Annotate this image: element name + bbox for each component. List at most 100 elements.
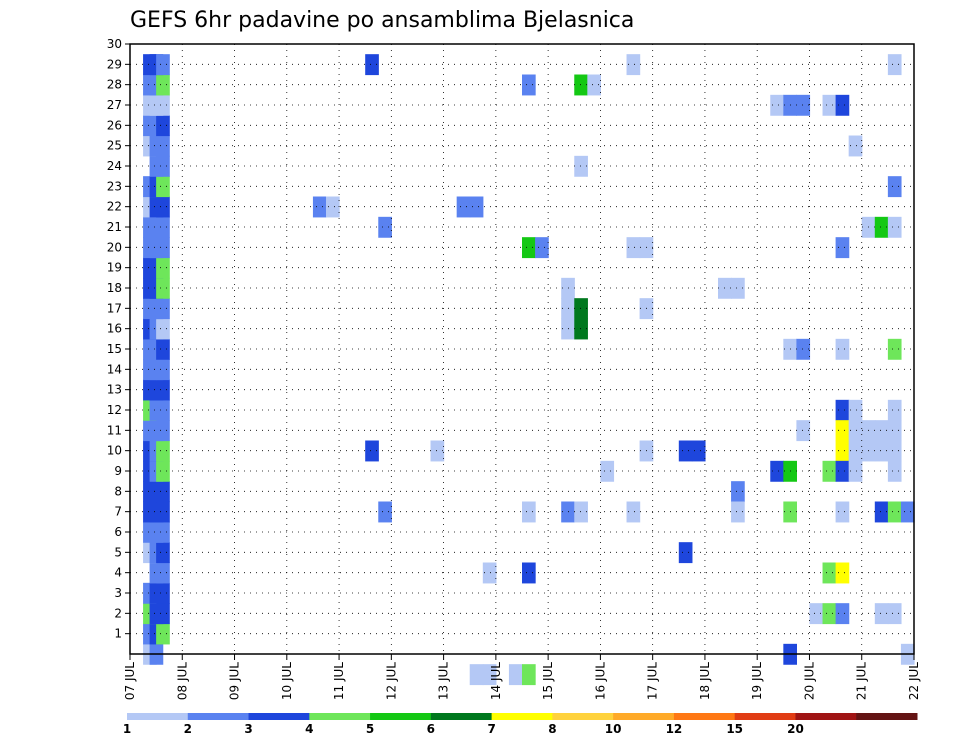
heatmap-cell bbox=[156, 196, 170, 218]
heatmap-cell bbox=[887, 420, 902, 442]
heatmap-cell bbox=[835, 338, 850, 360]
heatmap-cell bbox=[887, 440, 902, 462]
heatmap-cell bbox=[835, 603, 850, 625]
legend-swatch bbox=[734, 713, 796, 720]
legend-label: 12 bbox=[666, 722, 683, 736]
legend-swatch bbox=[491, 713, 553, 720]
legend-swatch bbox=[187, 713, 250, 720]
heatmap-cell bbox=[822, 603, 837, 625]
heatmap-cell bbox=[822, 562, 837, 584]
heatmap-cell bbox=[626, 237, 641, 259]
heatmap-cell bbox=[156, 135, 170, 157]
heatmap-cell bbox=[574, 74, 588, 96]
y-tick-label: 12 bbox=[107, 403, 122, 417]
heatmap-cell bbox=[874, 216, 889, 238]
legend-label: 15 bbox=[726, 722, 743, 736]
heatmap-cell bbox=[482, 562, 497, 584]
heatmap-cell bbox=[887, 399, 902, 421]
heatmap-cell bbox=[626, 501, 641, 523]
heatmap-cell bbox=[835, 501, 850, 523]
y-tick-label: 11 bbox=[107, 423, 122, 437]
heatmap-cell bbox=[156, 54, 170, 76]
heatmap-cell bbox=[874, 501, 889, 523]
y-tick-label: 1 bbox=[114, 627, 122, 641]
heatmap-cell bbox=[156, 379, 170, 401]
chart-title: GEFS 6hr padavine po ansamblima Bjelasni… bbox=[130, 8, 634, 33]
heatmap-cell bbox=[156, 257, 170, 279]
heatmap-cell bbox=[156, 359, 170, 381]
heatmap-cell bbox=[522, 664, 536, 686]
y-tick-label: 13 bbox=[107, 383, 122, 397]
heatmap-cell bbox=[156, 440, 170, 462]
heatmap-cell bbox=[678, 440, 693, 462]
y-tick-label: 24 bbox=[107, 159, 122, 173]
legend-label: 6 bbox=[427, 722, 435, 736]
legend-swatch bbox=[430, 713, 493, 720]
heatmap-cell bbox=[156, 460, 170, 482]
x-tick-label: 10 JUL bbox=[280, 662, 294, 700]
heatmap-cell bbox=[887, 338, 902, 360]
y-tick-label: 4 bbox=[114, 566, 122, 580]
legend-label: 2 bbox=[184, 722, 192, 736]
heatmap-cell bbox=[574, 501, 588, 523]
y-tick-label: 21 bbox=[107, 220, 122, 234]
heatmap-cell bbox=[156, 277, 170, 299]
heatmap-cell bbox=[469, 664, 484, 686]
heatmap-cell bbox=[156, 481, 170, 503]
y-tick-label: 27 bbox=[107, 98, 122, 112]
color-legend: 1 2 3 4 5 6 7 8 10 12 15 20 bbox=[123, 713, 918, 736]
legend-label: 10 bbox=[605, 722, 622, 736]
heatmap-cell bbox=[848, 399, 863, 421]
heatmap-cell bbox=[874, 420, 889, 442]
x-tick-label: 17 JUL bbox=[646, 662, 660, 700]
legend-label: 7 bbox=[487, 722, 495, 736]
heatmap-cell bbox=[156, 542, 170, 564]
heatmap-cell bbox=[574, 298, 588, 320]
heatmap-cell bbox=[156, 603, 170, 625]
heatmap-cell bbox=[430, 440, 445, 462]
heatmap-cell bbox=[156, 318, 170, 340]
legend-swatch bbox=[673, 713, 736, 720]
heatmap-cell bbox=[835, 562, 850, 584]
heatmap-cell bbox=[835, 94, 850, 116]
heatmap-cell bbox=[522, 562, 536, 584]
y-tick-label: 25 bbox=[107, 139, 122, 153]
heatmap-cell bbox=[156, 501, 170, 523]
heatmap-cell bbox=[835, 399, 850, 421]
x-tick-label: 11 JUL bbox=[332, 662, 346, 700]
heatmap-cell bbox=[156, 582, 170, 604]
heatmap-cell bbox=[887, 176, 902, 198]
heatmap-cell bbox=[874, 440, 889, 462]
legend-swatch bbox=[856, 713, 918, 720]
heatmap-cell bbox=[365, 440, 379, 462]
legend-swatch bbox=[613, 713, 675, 720]
y-tick-label: 20 bbox=[107, 240, 122, 254]
y-tick-label: 15 bbox=[107, 342, 122, 356]
heatmap-cell bbox=[691, 440, 706, 462]
y-tick-label: 22 bbox=[107, 200, 122, 214]
legend-swatch bbox=[127, 713, 189, 720]
heatmap-cell bbox=[326, 196, 340, 218]
y-tick-label: 17 bbox=[107, 301, 122, 315]
heatmap-cell bbox=[522, 237, 536, 259]
heatmap-cell bbox=[835, 237, 850, 259]
y-tick-label: 28 bbox=[107, 78, 122, 92]
heatmap-cell bbox=[848, 135, 863, 157]
heatmap-cell bbox=[835, 440, 850, 462]
heatmap-cell bbox=[574, 318, 588, 340]
legend-label: 5 bbox=[366, 722, 374, 736]
y-tick-label: 29 bbox=[107, 57, 122, 71]
y-tick-label: 5 bbox=[114, 545, 122, 559]
y-tick-label: 19 bbox=[107, 261, 122, 275]
heatmap-cell bbox=[156, 399, 170, 421]
heatmap-cell bbox=[887, 460, 902, 482]
heatmap-cell bbox=[156, 237, 170, 259]
y-tick-label: 26 bbox=[107, 118, 122, 132]
heatmap-cell bbox=[822, 460, 837, 482]
heatmap-cell bbox=[809, 603, 824, 625]
legend-label: 20 bbox=[787, 722, 804, 736]
x-tick-label: 07 JUL bbox=[123, 662, 137, 700]
heatmap-cell bbox=[731, 501, 745, 523]
heatmap-cell bbox=[848, 440, 863, 462]
